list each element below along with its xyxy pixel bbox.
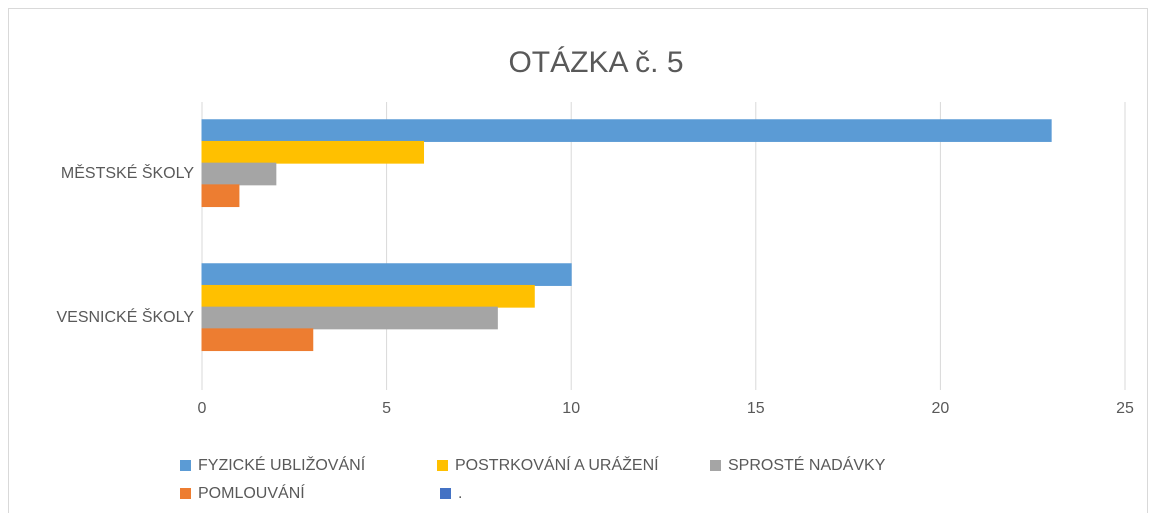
y-tick-label: MĚSTSKÉ ŠKOLY [61,163,194,182]
legend-label: SPROSTÉ NADÁVKY [728,455,886,474]
legend-label: POMLOUVÁNÍ [198,483,305,502]
bar [201,263,572,286]
legend-label: FYZICKÉ UBLIŽOVÁNÍ [198,455,366,474]
bar [201,328,314,352]
bar [201,140,425,164]
bar [201,284,535,308]
bar [201,119,1052,142]
x-tick-label: 5 [382,400,391,417]
bar [201,162,277,186]
legend-label: . [458,485,462,502]
legend-swatch [440,488,451,499]
bar [201,306,498,330]
chart-frame [8,8,1148,513]
x-tick-label: 10 [562,400,580,417]
x-tick-label: 20 [932,400,950,417]
legend-swatch [437,460,448,471]
x-tick-label: 15 [747,400,765,417]
chart-title: OTÁZKA č. 5 [508,46,683,79]
legend-swatch [180,488,191,499]
legend-swatch [180,460,191,471]
legend-label: POSTRKOVÁNÍ A URÁŽENÍ [455,455,659,474]
x-tick-label: 0 [198,400,207,417]
bar [201,184,240,208]
legend-swatch [710,460,721,471]
x-tick-label: 25 [1116,400,1134,417]
y-tick-label: VESNICKÉ ŠKOLY [56,307,194,326]
